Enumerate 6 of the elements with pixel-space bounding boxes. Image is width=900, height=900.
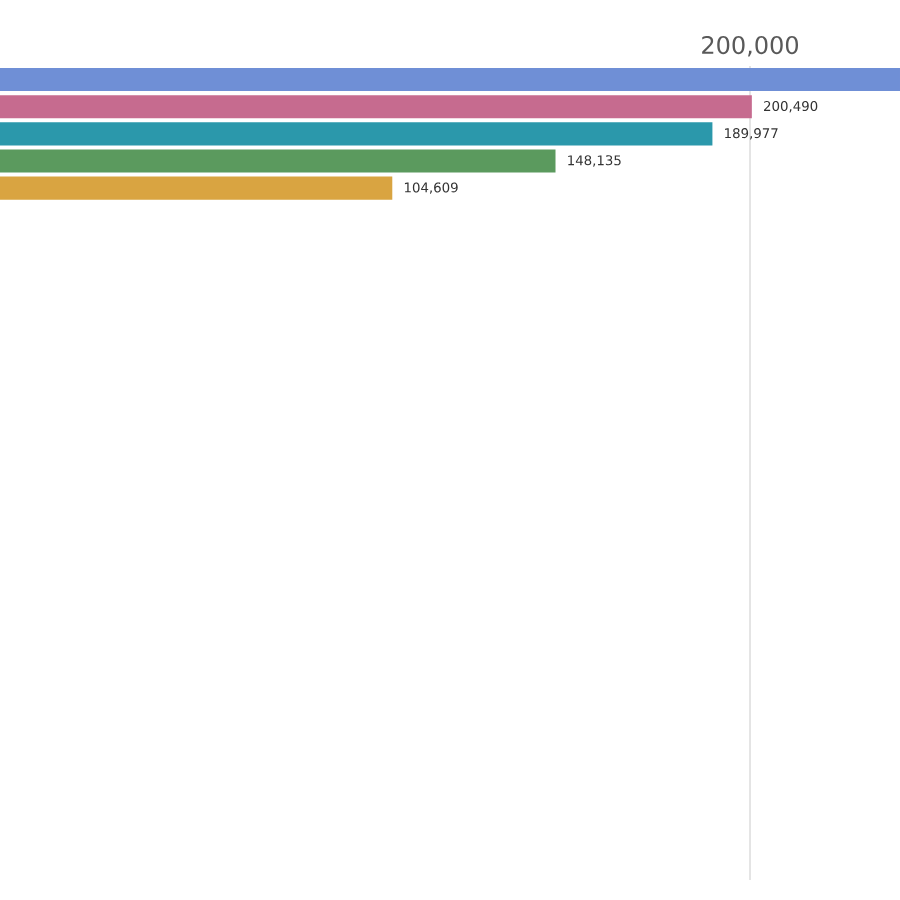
bar (0, 68, 900, 92)
bar (0, 95, 752, 119)
bar (0, 176, 393, 200)
bar (0, 122, 713, 146)
x-tick-label: 200,000 (702, 35, 799, 57)
bar (0, 149, 556, 173)
